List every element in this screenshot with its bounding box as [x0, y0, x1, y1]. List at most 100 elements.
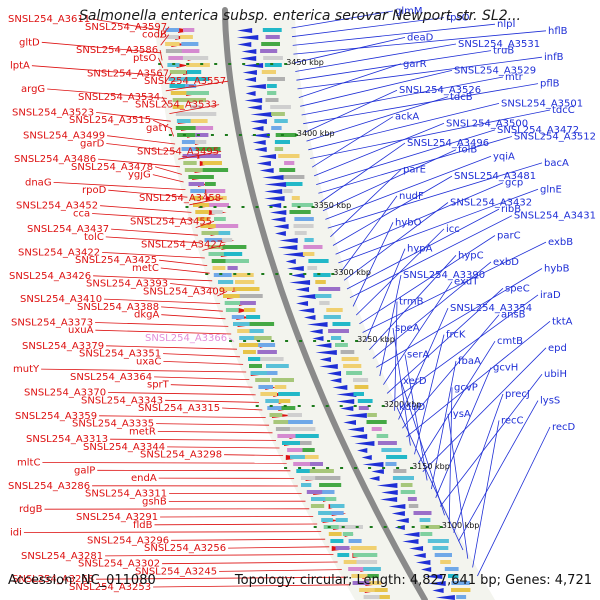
- right-gene-label: SNSL254_A3526: [399, 85, 481, 96]
- label-connector: [108, 392, 256, 396]
- label-connector: [165, 399, 260, 403]
- gene-category-block: [294, 217, 314, 221]
- gene-category-block: [285, 182, 303, 186]
- gene-category-block: [209, 196, 227, 200]
- kbp-dot: [325, 405, 329, 407]
- label-connector: [435, 367, 492, 498]
- gene-category-block: [182, 56, 209, 60]
- gene-category-block: [218, 280, 234, 284]
- kbp-dot: [311, 206, 315, 208]
- reverse-gene-arrow: [290, 273, 305, 278]
- gene-category-block: [296, 469, 312, 473]
- reverse-gene-arrow: [413, 553, 426, 558]
- reverse-gene-arrow: [237, 42, 252, 47]
- left-gene-label: SNSL254_A3478: [71, 162, 153, 173]
- kbp-dot: [297, 405, 301, 407]
- gene-category-block: [240, 301, 256, 305]
- right-gene-label: nlpI: [497, 19, 515, 30]
- left-gene-label: SNSL254_A3359: [15, 411, 97, 422]
- reverse-gene-arrow: [254, 147, 267, 152]
- gene-category-block: [271, 378, 294, 382]
- gene-category-block: [282, 441, 307, 445]
- gene-category-block: [376, 434, 389, 438]
- gene-category-block: [166, 35, 179, 39]
- kbp-dot: [326, 467, 330, 469]
- right-gene-label: bacA: [544, 158, 569, 169]
- label-connector: [301, 76, 504, 116]
- gene-category-block: [182, 154, 198, 158]
- label-connector: [159, 259, 208, 266]
- kbp-tick-label: 3450 kbp: [286, 58, 324, 67]
- reverse-gene-arrow: [402, 539, 419, 544]
- label-connector: [327, 162, 543, 229]
- reverse-gene-arrow: [282, 252, 305, 257]
- right-gene-label: mtr: [505, 72, 524, 83]
- gene-category-block: [165, 49, 191, 53]
- left-gene-label: gatY: [146, 123, 169, 134]
- reverse-gene-arrow: [395, 518, 409, 523]
- gene-category-block: [369, 581, 382, 585]
- label-connector: [53, 182, 186, 190]
- gene-category-block: [262, 28, 282, 32]
- gene-category-block: [367, 574, 379, 578]
- gene-category-block: [260, 392, 277, 396]
- gene-category-block: [269, 413, 283, 417]
- gene-category-block: [258, 343, 276, 347]
- label-connector: [164, 73, 172, 84]
- gene-category-block: [274, 119, 288, 123]
- left-gene-label: SNSL254_A3425: [75, 255, 157, 266]
- label-connector: [161, 306, 223, 312]
- left-gene-label: SNSL254_A3452: [16, 201, 98, 212]
- kbp-dot: [298, 467, 302, 469]
- right-gene-label: truB: [493, 46, 514, 57]
- gene-category-block: [209, 203, 229, 207]
- gene-category-block: [278, 392, 300, 396]
- reverse-gene-arrow: [409, 546, 424, 551]
- label-connector: [154, 523, 318, 526]
- reverse-gene-arrow: [250, 119, 267, 124]
- gene-category-block: [440, 560, 451, 564]
- kbp-dot: [228, 63, 232, 65]
- reverse-gene-arrow: [309, 329, 323, 334]
- reverse-gene-arrow: [376, 483, 398, 488]
- left-gene-label: SNSL254_A3268: [12, 574, 94, 585]
- gene-category-block: [260, 49, 278, 53]
- gene-category-block: [330, 539, 344, 543]
- reverse-gene-arrow: [259, 168, 274, 173]
- right-gene-label: iraD: [540, 290, 561, 301]
- left-gene-label: SNSL254_A3597: [85, 22, 167, 33]
- gene-category-block: [275, 427, 292, 431]
- kbp-dot: [205, 273, 209, 275]
- kbp-dot: [214, 63, 218, 65]
- gene-category-block: [356, 560, 378, 564]
- gene-category-block: [223, 252, 243, 256]
- kbp-dot: [297, 206, 301, 208]
- reverse-gene-arrow: [388, 504, 406, 509]
- right-gene-label: epd: [548, 343, 567, 354]
- left-gene-label: SNSL254_A3373: [11, 318, 93, 329]
- gene-category-block: [273, 420, 298, 424]
- reverse-gene-arrow: [361, 455, 372, 460]
- label-connector: [102, 252, 205, 259]
- gene-category-block: [407, 497, 417, 501]
- reverse-gene-arrow: [345, 413, 367, 418]
- right-gene-label: lysS: [540, 396, 560, 407]
- label-connector: [386, 288, 504, 394]
- label-connector: [448, 387, 453, 524]
- label-connector: [217, 290, 228, 297]
- right-gene-label: SNSL254_A3481: [454, 171, 536, 182]
- kbp-dot: [354, 467, 358, 469]
- kbp-dot: [410, 467, 414, 469]
- label-connector: [92, 213, 194, 221]
- gene-category-block: [408, 504, 419, 508]
- gene-category-block: [194, 140, 207, 144]
- label-connector: [153, 584, 351, 588]
- gene-category-block: [300, 476, 321, 480]
- kbp-dot: [255, 206, 259, 208]
- reverse-gene-arrow: [391, 511, 405, 516]
- label-connector: [169, 104, 220, 114]
- left-gene-label: mltC: [17, 458, 40, 469]
- label-connector: [458, 400, 539, 542]
- reverse-gene-arrow: [315, 350, 337, 355]
- kbp-dot: [383, 526, 387, 528]
